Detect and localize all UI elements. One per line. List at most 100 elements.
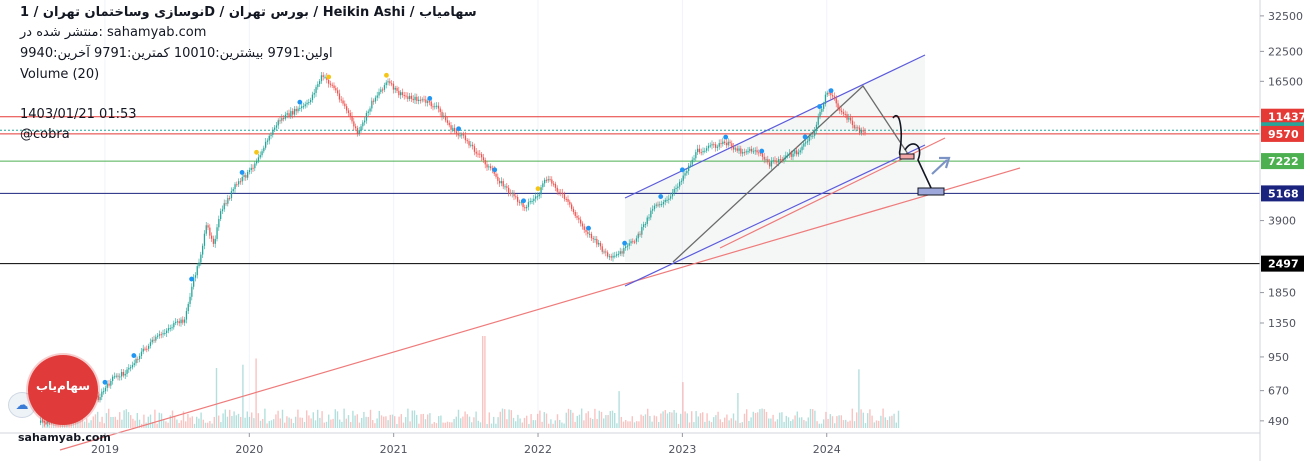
candle bbox=[842, 112, 845, 114]
candle bbox=[752, 151, 755, 153]
volume-bar bbox=[442, 422, 444, 428]
volume-bar bbox=[801, 417, 803, 428]
volume-bar bbox=[741, 422, 743, 428]
candle bbox=[785, 155, 787, 158]
volume-bar bbox=[873, 422, 875, 428]
candle bbox=[837, 103, 839, 109]
candle bbox=[308, 102, 310, 104]
candle bbox=[389, 81, 391, 84]
volume-bar bbox=[101, 416, 103, 428]
candle bbox=[113, 376, 116, 378]
candle bbox=[662, 202, 665, 205]
candle bbox=[407, 96, 409, 100]
candle bbox=[778, 159, 780, 163]
volume-bar bbox=[171, 410, 174, 428]
candle bbox=[382, 89, 384, 91]
volume-bar bbox=[578, 414, 581, 428]
candle bbox=[702, 151, 704, 153]
horizontal-levels bbox=[0, 116, 1260, 265]
volume-bar bbox=[435, 423, 438, 428]
volume-bar bbox=[462, 416, 464, 428]
candle bbox=[268, 135, 270, 141]
candle bbox=[239, 181, 242, 183]
volume-bar bbox=[453, 419, 455, 428]
candle bbox=[682, 175, 684, 181]
candle bbox=[522, 202, 524, 208]
candle bbox=[635, 238, 638, 242]
candle bbox=[340, 99, 342, 101]
channel-upper bbox=[624, 54, 926, 199]
candle bbox=[247, 171, 249, 178]
volume-bar bbox=[794, 415, 796, 428]
volume-bar bbox=[297, 409, 299, 428]
candle bbox=[450, 125, 452, 130]
candle bbox=[697, 148, 699, 153]
volume-bar bbox=[750, 417, 752, 428]
volume-bar bbox=[636, 421, 638, 428]
volume-bar bbox=[680, 413, 682, 428]
candle bbox=[400, 92, 402, 96]
candle bbox=[461, 134, 463, 136]
candle bbox=[526, 206, 528, 209]
candle bbox=[549, 179, 551, 181]
candle bbox=[162, 333, 164, 335]
candle bbox=[133, 363, 135, 366]
candle bbox=[583, 226, 585, 230]
volume-bar bbox=[451, 422, 453, 428]
volume-bar bbox=[394, 416, 396, 428]
chart-title: نوسازی وساختمان تهران / 1D / بورس تهران … bbox=[20, 5, 477, 20]
price-badge bbox=[1261, 125, 1304, 142]
candle bbox=[452, 127, 454, 130]
candle bbox=[751, 148, 753, 152]
candle bbox=[574, 212, 576, 216]
volume-bar bbox=[893, 413, 895, 428]
candle bbox=[617, 253, 620, 255]
volume-bar bbox=[605, 415, 607, 428]
candle bbox=[261, 151, 263, 156]
candle bbox=[626, 245, 629, 247]
volume-bar bbox=[361, 417, 363, 428]
target-box-1 bbox=[899, 153, 915, 160]
volume-bar bbox=[182, 411, 185, 428]
candle bbox=[722, 141, 724, 145]
volume-bar bbox=[528, 423, 530, 428]
candle bbox=[695, 152, 697, 159]
volume-bar bbox=[532, 420, 534, 428]
volume-bar bbox=[585, 413, 587, 428]
candle bbox=[338, 93, 341, 100]
price-badge bbox=[1261, 255, 1304, 272]
volume-bar bbox=[567, 408, 570, 428]
signal-dot bbox=[802, 134, 808, 140]
candle bbox=[560, 192, 562, 194]
volume-bar bbox=[475, 411, 477, 428]
candle bbox=[428, 101, 431, 103]
volume-bar bbox=[471, 422, 473, 428]
candle bbox=[151, 339, 153, 343]
volume-bar bbox=[548, 423, 550, 428]
candle bbox=[142, 348, 144, 352]
candle bbox=[533, 198, 535, 201]
candle bbox=[265, 141, 267, 148]
volume-bar bbox=[134, 420, 136, 428]
candle bbox=[648, 217, 650, 219]
candle bbox=[373, 100, 375, 102]
volume-bar bbox=[836, 416, 838, 428]
candle bbox=[385, 82, 387, 86]
candle bbox=[783, 157, 785, 160]
volume-bar bbox=[776, 419, 779, 428]
signal-dot bbox=[828, 88, 834, 94]
author: @cobra bbox=[20, 127, 70, 142]
volume-bar bbox=[644, 414, 647, 428]
signal-dot bbox=[622, 240, 628, 246]
volume-bar bbox=[792, 419, 794, 428]
volume-bar bbox=[246, 411, 248, 428]
volume-bar bbox=[713, 417, 715, 428]
candle bbox=[839, 108, 841, 111]
volume-bar bbox=[121, 419, 123, 428]
price-badge bbox=[1261, 153, 1304, 170]
candle bbox=[481, 154, 483, 158]
volume-bar bbox=[455, 416, 457, 428]
candle bbox=[360, 126, 362, 131]
candle bbox=[193, 277, 195, 287]
